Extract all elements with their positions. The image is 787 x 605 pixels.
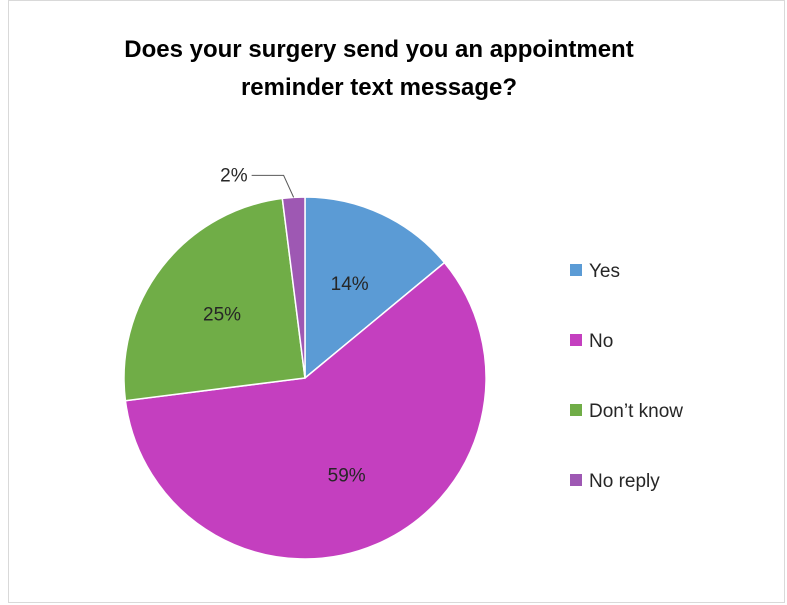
pie-slice-yes	[304, 196, 446, 380]
legend-swatch-no-reply	[570, 474, 582, 486]
data-label-yes: 14%	[331, 274, 369, 295]
legend-label-no: No	[589, 331, 613, 352]
legend-label-yes: Yes	[589, 261, 620, 282]
legend-label-no-reply: No reply	[589, 471, 660, 492]
data-label-no-reply: 2%	[220, 165, 248, 186]
data-label-no: 59%	[328, 465, 366, 486]
legend-swatch-don-t-know	[570, 404, 582, 416]
legend-swatch-yes	[570, 264, 582, 276]
pie-slice-don-t-know	[123, 197, 306, 402]
leader-line-no-reply	[251, 174, 295, 198]
legend-swatch-no	[570, 334, 582, 346]
chart-title: Does your surgery send you an appointmen…	[124, 36, 634, 101]
pie-slice-no	[124, 261, 487, 560]
data-label-don-t-know: 25%	[203, 305, 241, 326]
legend-label-don-t-know: Don’t know	[589, 401, 683, 422]
